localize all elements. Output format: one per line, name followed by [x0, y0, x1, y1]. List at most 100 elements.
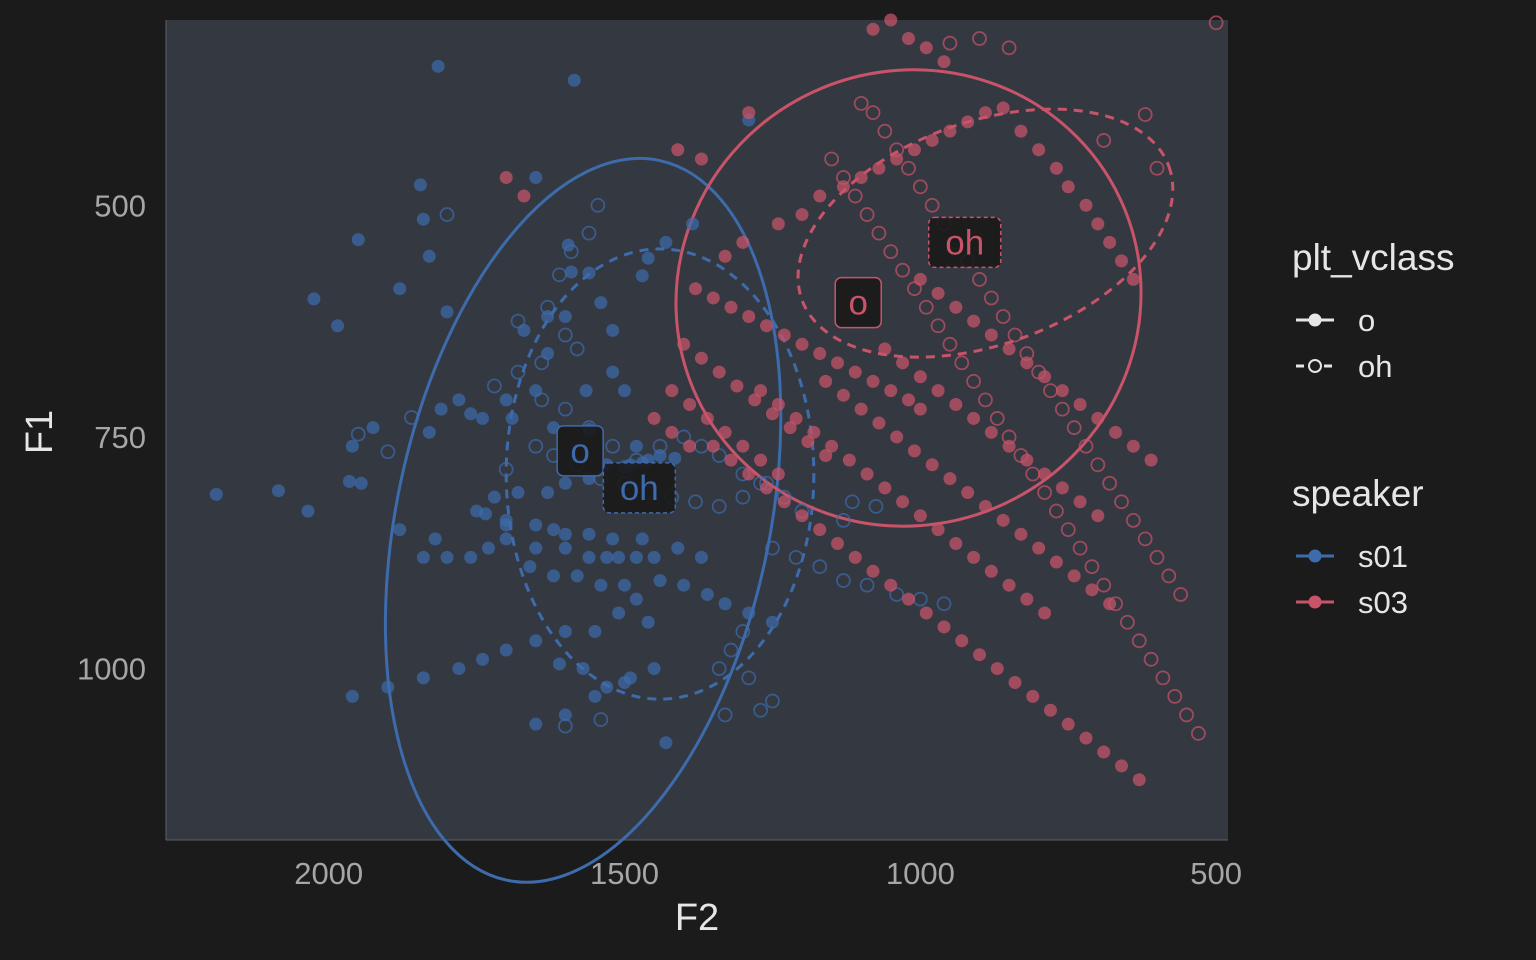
point-s01-o	[588, 689, 602, 703]
point-s01-o	[686, 217, 700, 231]
point-s03-o	[996, 513, 1010, 527]
point-s03-o	[913, 509, 927, 523]
point-s01-o	[481, 541, 495, 555]
point-s03-oh	[824, 151, 839, 167]
point-s03-o	[1044, 703, 1058, 717]
point-s01-oh	[844, 494, 860, 510]
point-s01-o	[718, 597, 732, 611]
point-s03-o	[848, 550, 862, 564]
point-s01-oh	[812, 559, 828, 575]
point-s03-o	[902, 592, 916, 606]
point-s01-o	[618, 578, 632, 592]
point-s01-oh	[711, 448, 727, 463]
point-s03-o	[1085, 583, 1099, 597]
point-s03-oh	[954, 355, 970, 371]
point-s03-o	[866, 22, 880, 36]
point-s01-o	[499, 518, 513, 532]
point-s01-o	[464, 407, 478, 421]
point-s01-oh	[676, 429, 692, 445]
point-s03-oh	[853, 95, 869, 111]
point-s01-o	[428, 532, 442, 546]
point-s03-oh	[1155, 670, 1171, 686]
point-s03-o	[706, 439, 720, 453]
point-s03-o	[647, 411, 661, 425]
point-s01-o	[564, 265, 578, 279]
point-s03-o	[1055, 481, 1069, 495]
point-s01-oh	[534, 392, 550, 408]
point-s03-o	[884, 13, 898, 27]
point-s03-o	[890, 430, 904, 444]
point-s03-o	[1073, 398, 1087, 412]
point-s03-o	[760, 319, 774, 333]
point-s03-o	[937, 55, 951, 69]
point-s03-o	[902, 32, 916, 46]
point-s01-o	[393, 523, 407, 537]
point-s01-oh	[717, 707, 733, 723]
point-s03-o	[748, 393, 762, 407]
point-s03-oh	[1208, 15, 1224, 31]
point-s01-o	[499, 393, 513, 407]
point-s03-o	[724, 453, 738, 467]
point-s03-o	[724, 300, 738, 314]
point-s01-o	[567, 73, 581, 87]
point-s03-o	[1020, 592, 1034, 606]
legend-title-speaker: speaker	[1292, 473, 1424, 514]
mean-label-box-s03-oh	[927, 216, 1002, 269]
point-s03-o	[760, 481, 774, 495]
point-s01-oh	[557, 327, 573, 343]
point-s01-oh	[498, 461, 514, 477]
point-s01-o	[629, 439, 643, 453]
point-s01-o	[618, 384, 632, 398]
point-s01-o	[606, 532, 620, 546]
point-s01-o	[464, 550, 478, 564]
ellipse-s03-oh	[796, 107, 1175, 359]
point-s03-o	[1115, 759, 1129, 773]
legend-label-oh: oh	[1358, 349, 1392, 384]
point-s01-o	[558, 708, 572, 722]
point-s03-o	[1097, 745, 1111, 759]
point-s03-o	[807, 425, 821, 439]
point-s03-o	[706, 291, 720, 305]
point-s03-o	[902, 393, 916, 407]
point-s03-oh	[1149, 160, 1165, 176]
point-s01-oh	[510, 313, 526, 329]
point-s03-oh	[1090, 457, 1106, 473]
point-s01-o	[547, 523, 561, 537]
point-s01-oh	[552, 267, 567, 283]
point-s03-o	[771, 217, 785, 231]
point-s01-o	[301, 504, 315, 518]
point-s03-o	[878, 342, 892, 356]
ellipse-s01-oh	[504, 247, 816, 701]
point-s01-oh	[534, 355, 550, 371]
point-s01-oh	[569, 341, 585, 357]
point-s03-oh	[1072, 540, 1088, 556]
point-s01-o	[588, 625, 602, 639]
point-s03-o	[1091, 217, 1105, 231]
point-s01-o	[529, 541, 543, 555]
y-tick-labels: 500 750 1000	[77, 188, 146, 686]
point-s03-o	[1014, 527, 1028, 541]
point-s01-o	[612, 606, 626, 620]
point-s01-oh	[836, 512, 851, 528]
point-s03-o	[1002, 342, 1016, 356]
point-s01-oh	[605, 438, 621, 454]
point-s03-o	[1067, 569, 1081, 583]
point-s03-o	[907, 444, 921, 458]
point-s01-o	[393, 282, 407, 296]
point-s01-oh	[711, 661, 727, 676]
point-s01-o	[579, 384, 593, 398]
point-s03-o	[967, 411, 981, 425]
point-s01-o	[647, 550, 661, 564]
point-s03-oh	[859, 207, 875, 222]
point-s03-o	[831, 537, 845, 551]
point-s01-o	[354, 476, 368, 490]
point-s01-o	[600, 550, 614, 564]
point-s01-o	[659, 235, 673, 249]
point-s01-oh	[563, 244, 579, 260]
mean-label-s01-o: o	[570, 432, 589, 471]
point-s03-o	[984, 425, 998, 439]
point-s03-oh	[978, 392, 993, 408]
point-s03-oh	[1096, 577, 1112, 593]
point-s03-oh	[1143, 651, 1159, 667]
